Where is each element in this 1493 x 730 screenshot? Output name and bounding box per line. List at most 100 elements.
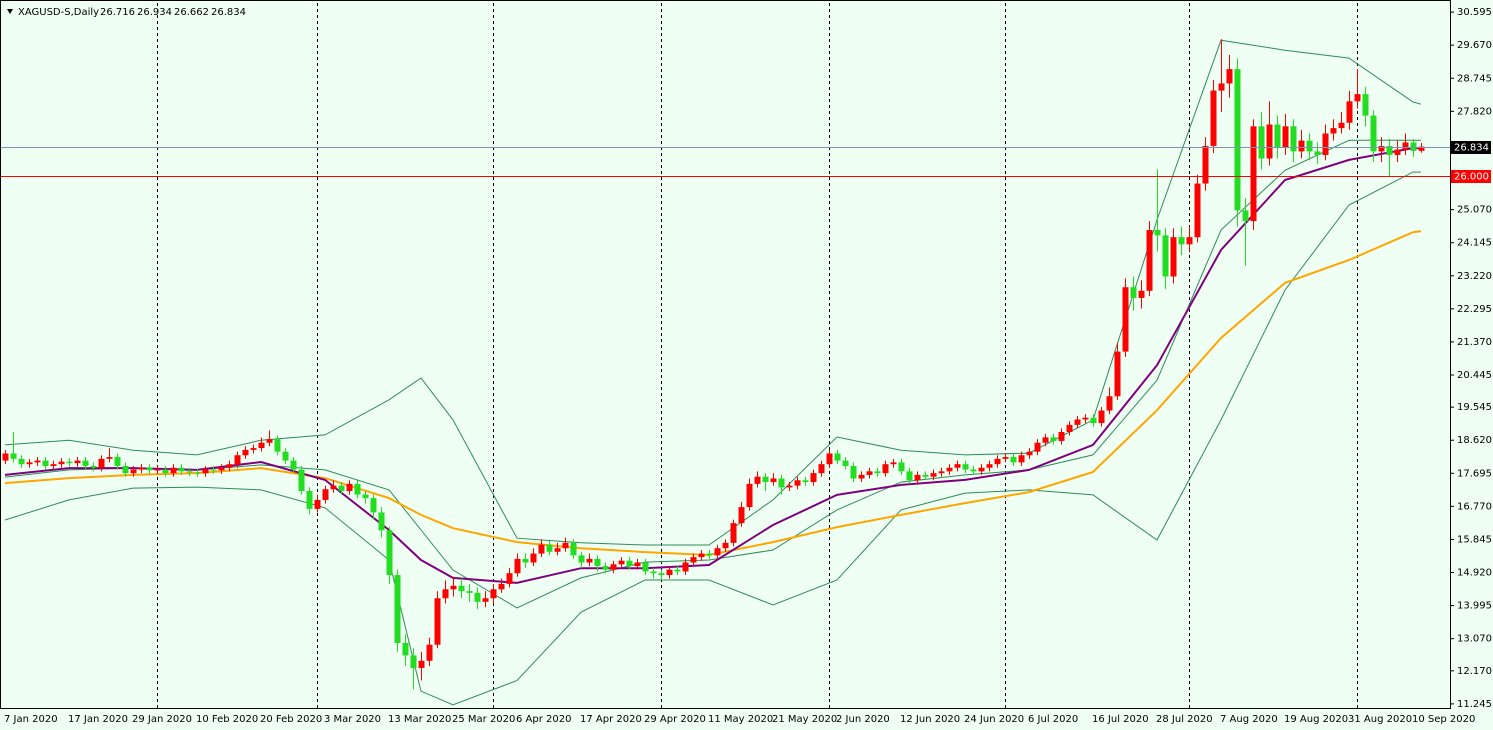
candle-body bbox=[1034, 442, 1041, 452]
header-arrow bbox=[7, 9, 13, 14]
bid-price-box bbox=[1451, 141, 1491, 154]
candle-body bbox=[706, 553, 713, 556]
candle-body bbox=[722, 542, 729, 549]
candle-body bbox=[194, 472, 201, 474]
candle-body bbox=[18, 458, 25, 465]
candle-body bbox=[1258, 126, 1265, 159]
candle-body bbox=[1186, 237, 1193, 245]
candle-body bbox=[1330, 128, 1337, 134]
candle-body bbox=[850, 465, 857, 479]
candle-body bbox=[842, 460, 849, 466]
candle-body bbox=[874, 471, 881, 474]
candle-body bbox=[690, 557, 697, 563]
candle-body bbox=[1338, 122, 1345, 129]
candle-body bbox=[138, 467, 145, 470]
y-tick-label: 23.220 bbox=[1457, 271, 1492, 282]
candle-body bbox=[1082, 417, 1089, 420]
x-tick-label: 10 Sep 2020 bbox=[1412, 714, 1475, 725]
x-tick-label: 31 Aug 2020 bbox=[1348, 714, 1412, 725]
candle-body bbox=[1130, 287, 1137, 298]
candle-body bbox=[770, 478, 777, 483]
candle-body bbox=[954, 464, 961, 468]
candle-body bbox=[682, 562, 689, 572]
candle-body bbox=[762, 476, 769, 483]
y-tick-label: 25.070 bbox=[1457, 205, 1492, 216]
candle-body bbox=[1074, 419, 1081, 425]
y-tick-label: 20.445 bbox=[1457, 370, 1492, 381]
x-tick-label: 29 Jan 2020 bbox=[132, 714, 192, 725]
candle-body bbox=[354, 483, 361, 495]
candle-body bbox=[978, 467, 985, 472]
x-tick-label: 24 Jun 2020 bbox=[964, 714, 1024, 725]
indicator-line bbox=[4, 139, 1421, 609]
candle-body bbox=[2, 453, 9, 461]
candle-body bbox=[738, 507, 745, 524]
candle-body bbox=[1362, 94, 1369, 116]
candle-body bbox=[1410, 142, 1417, 151]
candle-body bbox=[1058, 432, 1065, 441]
candle-body bbox=[1138, 290, 1145, 298]
candle-body bbox=[946, 467, 953, 472]
x-tick-label: 19 Aug 2020 bbox=[1284, 714, 1348, 725]
candle-body bbox=[586, 558, 593, 563]
candle-body bbox=[1178, 237, 1185, 245]
y-tick-label: 21.370 bbox=[1457, 337, 1492, 348]
x-tick-label: 3 Mar 2020 bbox=[324, 714, 381, 725]
candle-body bbox=[362, 494, 369, 499]
candle-body bbox=[474, 592, 481, 602]
candle-body bbox=[410, 655, 417, 668]
y-tick-label: 24.145 bbox=[1457, 238, 1492, 249]
candle-body bbox=[1050, 437, 1057, 441]
candle-body bbox=[146, 467, 153, 471]
candle-body bbox=[210, 469, 217, 471]
candle-body bbox=[1194, 183, 1201, 238]
candle-body bbox=[522, 558, 529, 563]
candle-body bbox=[74, 460, 81, 464]
candles bbox=[2, 39, 1425, 690]
x-tick-label: 11 May 2020 bbox=[708, 714, 773, 725]
candle-body bbox=[1306, 140, 1313, 152]
candle-body bbox=[1346, 101, 1353, 123]
candle-body bbox=[42, 460, 49, 466]
candle-body bbox=[402, 642, 409, 656]
candle-body bbox=[1234, 69, 1241, 211]
candle-body bbox=[1266, 124, 1273, 159]
candle-body bbox=[970, 469, 977, 472]
y-tick-label: 17.695 bbox=[1457, 468, 1492, 479]
candle-body bbox=[938, 471, 945, 474]
candle-body bbox=[178, 467, 185, 472]
candle-body bbox=[1170, 237, 1177, 277]
candle-body bbox=[786, 485, 793, 488]
candle-body bbox=[1378, 146, 1385, 152]
y-tick-label: 15.845 bbox=[1457, 534, 1492, 545]
candle-body bbox=[1018, 455, 1025, 463]
candle-body bbox=[754, 476, 761, 484]
candle-body bbox=[330, 485, 337, 490]
candle-body bbox=[866, 471, 873, 475]
y-tick-label: 11.245 bbox=[1457, 699, 1492, 710]
candle-body bbox=[906, 471, 913, 481]
candle-body bbox=[890, 462, 897, 465]
candle-body bbox=[442, 589, 449, 599]
candle-body bbox=[994, 458, 1001, 465]
candle-body bbox=[610, 564, 617, 570]
candle-body bbox=[1386, 146, 1393, 155]
candle-body bbox=[618, 560, 625, 565]
candle-body bbox=[498, 583, 505, 590]
candle-body bbox=[370, 498, 377, 513]
candle-body bbox=[314, 499, 321, 509]
x-tick-label: 17 Jan 2020 bbox=[68, 714, 128, 725]
candle-body bbox=[290, 460, 297, 470]
candle-body bbox=[1314, 151, 1321, 155]
candle-body bbox=[1218, 83, 1225, 91]
candle-body bbox=[458, 585, 465, 592]
y-tick-label: 13.070 bbox=[1457, 634, 1492, 645]
plot-frame bbox=[0, 0, 1451, 709]
candle-body bbox=[338, 485, 345, 491]
y-tick-label: 30.595 bbox=[1457, 7, 1492, 18]
candle-body bbox=[1418, 146, 1425, 151]
candle-body bbox=[818, 464, 825, 474]
candle-body bbox=[1354, 94, 1361, 102]
candle-body bbox=[778, 478, 785, 488]
